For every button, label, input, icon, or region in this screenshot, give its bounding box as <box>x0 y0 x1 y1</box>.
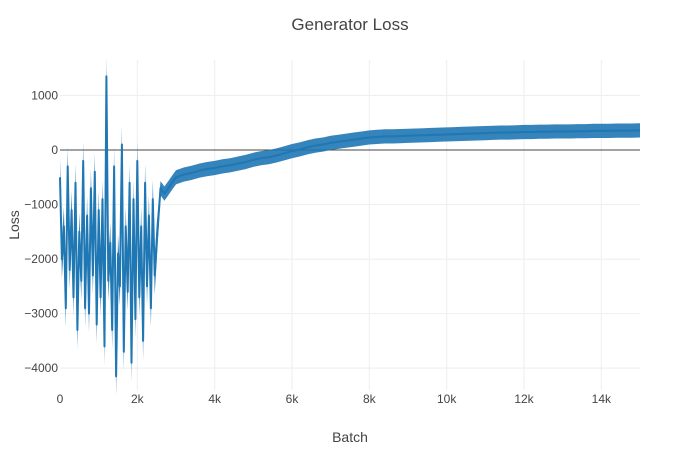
y-axis-title: Loss <box>6 210 22 240</box>
y-tick-label: −3000 <box>24 307 58 321</box>
x-axis-title: Batch <box>332 429 368 445</box>
chart-title: Generator Loss <box>291 15 408 34</box>
y-tick-label: 1000 <box>31 88 58 102</box>
x-tick-label: 4k <box>208 392 222 406</box>
x-tick-label: 2k <box>131 392 145 406</box>
y-tick-label: −4000 <box>24 361 58 375</box>
x-tick-label: 6k <box>286 392 300 406</box>
series-line <box>59 75 641 378</box>
x-tick-label: 0 <box>57 392 64 406</box>
tick-label-layer: 0 2k 4k 6k 8k 10k 12k 14k −4000 −3000 −2000 −1000 0 1… <box>24 88 612 406</box>
x-tick-label: 8k <box>363 392 377 406</box>
series-layer <box>59 57 641 396</box>
y-tick-label: 0 <box>51 143 58 157</box>
x-tick-label: 10k <box>437 392 457 406</box>
series-noise-band <box>60 57 640 396</box>
x-tick-label: 12k <box>514 392 534 406</box>
y-tick-label: −2000 <box>24 252 58 266</box>
y-tick-label: −1000 <box>24 198 58 212</box>
grid-layer <box>60 60 640 390</box>
x-tick-label: 14k <box>592 392 612 406</box>
